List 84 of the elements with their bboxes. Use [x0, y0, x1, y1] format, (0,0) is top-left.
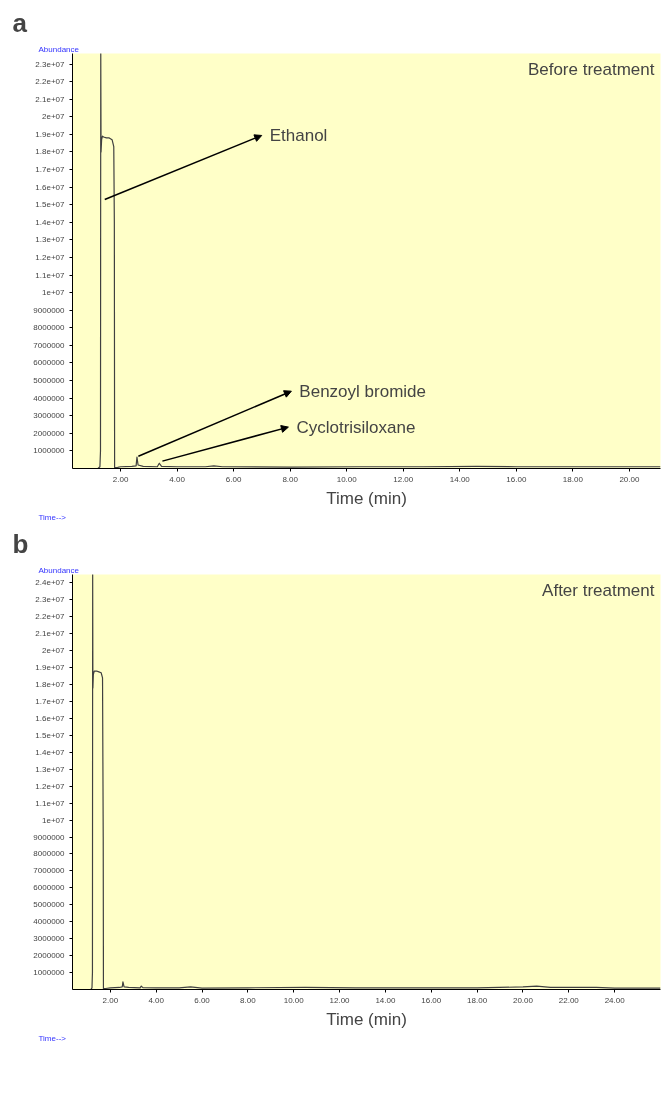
annotation: Benzoyl bromide — [299, 381, 426, 401]
annotation: Ethanol — [269, 125, 328, 145]
x-tick-label: 22.00 — [558, 995, 580, 1005]
y-tick-label: 2000000 — [33, 428, 66, 438]
y-axis-title: Abundance — [38, 565, 80, 575]
x-tick-label: 6.00 — [194, 995, 211, 1005]
x-tick-label: 4.00 — [148, 995, 165, 1005]
x-tick-label: 18.00 — [467, 995, 488, 1005]
y-tick-label: 1e+07 — [42, 288, 66, 298]
text: Time--> — [38, 512, 67, 522]
y-tick-label: 8000000 — [33, 849, 66, 859]
x-tick-label: 2.00 — [112, 474, 129, 484]
y-tick-label: 1.2e+07 — [35, 781, 66, 791]
y-tick-label: 9000000 — [33, 832, 66, 842]
y-tick-label: 6000000 — [33, 358, 66, 368]
y-tick-label: 1000000 — [33, 968, 66, 978]
y-tick-label: 5000000 — [33, 376, 66, 386]
y-tick-label: 1.4e+07 — [35, 747, 66, 757]
x-tick-label: 12.00 — [329, 995, 351, 1005]
x-tick-label: 2.00 — [102, 995, 119, 1005]
x-tick-label: 20.00 — [512, 995, 534, 1005]
x-tick-label: 20.00 — [619, 474, 640, 484]
x-tick-label: 4.00 — [169, 474, 186, 484]
y-tick-label: 1.4e+07 — [35, 217, 66, 227]
y-tick-label: 1.8e+07 — [35, 147, 66, 157]
y-tick-label: 1.7e+07 — [35, 697, 66, 707]
line-series — [72, 53, 661, 469]
y-tick-label: 1.1e+07 — [35, 270, 66, 280]
y-tick-label: 2.1e+07 — [35, 94, 66, 104]
y-tick-label: 1.9e+07 — [35, 129, 66, 139]
y-axis-title: Abundance — [38, 44, 80, 54]
y-tick-label: 2.2e+07 — [35, 612, 66, 622]
text: Time--> — [38, 1033, 67, 1043]
chart-title: a — [12, 7, 28, 38]
y-tick-label: 2.3e+07 — [35, 59, 66, 69]
x-tick-label: 6.00 — [225, 474, 242, 484]
x-axis-title: Time (min) — [326, 1009, 407, 1029]
x-tick-label: 14.00 — [375, 995, 396, 1005]
y-tick-label: 1.2e+07 — [35, 252, 66, 262]
x-tick-label: 16.00 — [506, 474, 527, 484]
y-tick-label: 2000000 — [33, 951, 66, 961]
x-axis-title: Time (min) — [326, 488, 407, 508]
y-tick-label: 8000000 — [33, 323, 66, 333]
y-tick-label: 4000000 — [33, 393, 66, 403]
y-tick-label: 7000000 — [33, 340, 66, 350]
y-tick-label: 2.1e+07 — [35, 629, 66, 639]
line-series — [72, 574, 661, 990]
x-tick-label: 12.00 — [393, 474, 414, 484]
y-tick-label: 6000000 — [33, 883, 66, 893]
y-tick-label: 3000000 — [33, 411, 66, 421]
y-tick-label: 4000000 — [33, 917, 66, 927]
y-tick-label: 1.7e+07 — [35, 165, 66, 175]
y-tick-label: 1.8e+07 — [35, 680, 66, 690]
y-tick-label: 2e+07 — [42, 112, 66, 122]
y-tick-label: 1.6e+07 — [35, 713, 66, 723]
y-tick-label: 9000000 — [33, 305, 66, 315]
y-tick-label: 5000000 — [33, 900, 66, 910]
x-tick-label: 24.00 — [604, 995, 626, 1005]
x-tick-label: 8.00 — [240, 995, 257, 1005]
y-tick-label: 2.3e+07 — [35, 595, 66, 605]
x-tick-label: 8.00 — [282, 474, 299, 484]
annotation: Before treatment — [527, 59, 655, 79]
x-tick-label: 10.00 — [283, 995, 305, 1005]
y-tick-label: 2.4e+07 — [35, 578, 66, 588]
y-tick-label: 1.1e+07 — [35, 798, 66, 808]
annotation: After treatment — [542, 580, 655, 600]
y-tick-label: 1e+07 — [42, 815, 66, 825]
y-tick-label: 1000000 — [33, 446, 66, 456]
x-tick-label: 16.00 — [421, 995, 442, 1005]
y-tick-label: 1.3e+07 — [35, 764, 66, 774]
y-tick-label: 3000000 — [33, 934, 66, 944]
y-tick-label: 1.9e+07 — [35, 663, 66, 673]
x-tick-label: 10.00 — [336, 474, 358, 484]
y-tick-label: 1.5e+07 — [35, 730, 66, 740]
chart-title: b — [12, 528, 29, 559]
x-tick-label: 14.00 — [449, 474, 471, 484]
y-tick-label: 2.2e+07 — [35, 77, 66, 87]
y-tick-label: 1.6e+07 — [35, 182, 66, 192]
x-tick-label: 18.00 — [562, 474, 584, 484]
y-tick-label: 2e+07 — [42, 646, 66, 656]
annotation: Cyclotrisiloxane — [296, 417, 416, 437]
y-tick-label: 1.3e+07 — [35, 235, 66, 245]
y-tick-label: 7000000 — [33, 866, 66, 876]
y-tick-label: 1.5e+07 — [35, 200, 66, 210]
